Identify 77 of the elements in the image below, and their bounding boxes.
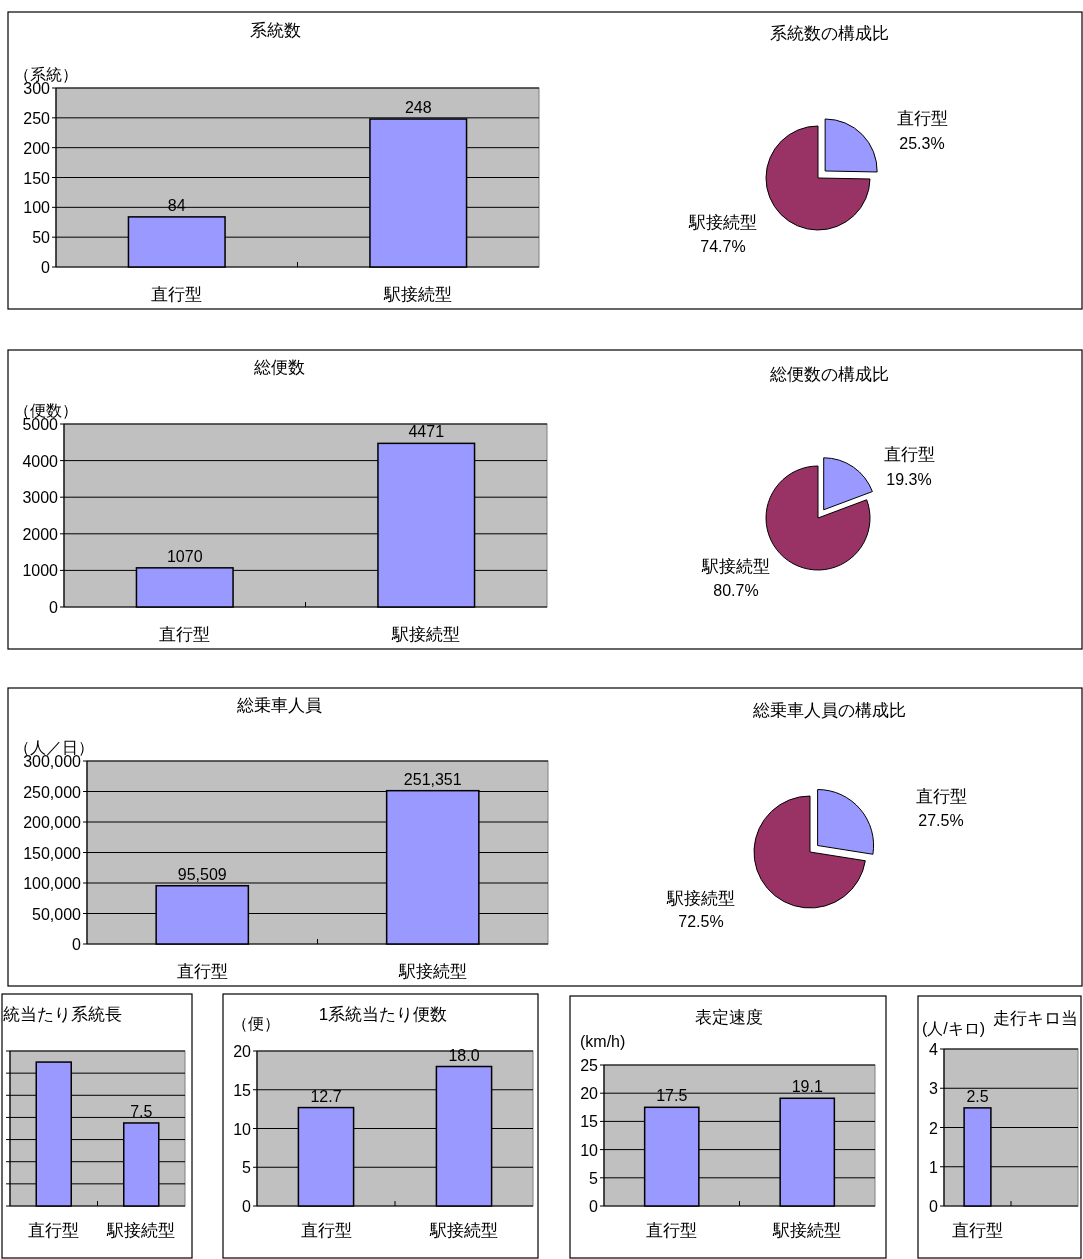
x-tick-label: 駅接続型: [772, 1221, 842, 1240]
chart-title: 走行キロ当: [993, 1009, 1078, 1028]
data-label: 2.5: [966, 1087, 989, 1105]
y-tick-label: 1: [929, 1158, 939, 1176]
y-tick-label: 250,000: [23, 783, 82, 801]
data-label: 12.7: [310, 1087, 342, 1105]
y-tick-label: 0: [41, 259, 51, 276]
y-tick-label: 200,000: [23, 814, 82, 831]
slice-label: 直行型: [896, 109, 948, 128]
y-tick-label: 200: [23, 139, 51, 157]
chart-title: 総乗車人員の構成比: [751, 701, 906, 720]
data-label: 4471: [408, 423, 445, 441]
data-label: 251,351: [403, 770, 462, 788]
y-tick-label: 3000: [22, 489, 59, 507]
y-tick-label: 2: [929, 1119, 939, 1137]
data-label: 19.3%: [886, 471, 932, 488]
x-tick-label: 駅接続型: [429, 1221, 498, 1240]
data-label: 248: [404, 99, 432, 117]
y-tick-label: 20: [233, 1043, 252, 1060]
y-tick-label: 1000: [22, 562, 59, 580]
x-tick-label: 直行型: [646, 1221, 698, 1240]
y-tick-label: 15: [580, 1113, 599, 1131]
data-label: 95,509: [177, 865, 227, 883]
y-axis-title: （系統）: [14, 66, 78, 83]
chart-title: 表定速度: [695, 1008, 763, 1027]
y-axis-title: （人／日）: [14, 739, 94, 756]
slice-label: 駅接続型: [666, 889, 735, 908]
chart-title: 統当たり系統長: [2, 1005, 122, 1024]
chart-title: 系統数の構成比: [769, 24, 889, 43]
y-tick-label: 10: [233, 1120, 252, 1138]
y-axis-title: （便）: [232, 1015, 280, 1032]
y-tick-label: 10: [580, 1141, 599, 1159]
y-tick-label: 3: [929, 1080, 939, 1098]
y-axis-title: (km/h): [580, 1033, 626, 1050]
y-tick-label: 0: [49, 599, 59, 616]
chart-title: 総便数の構成比: [768, 365, 889, 384]
y-tick-label: 0: [242, 1198, 252, 1215]
data-label: 25.3%: [899, 135, 945, 152]
x-tick-label: 直行型: [952, 1221, 1003, 1240]
y-tick-label: 25: [580, 1057, 599, 1074]
y-tick-label: 4: [929, 1041, 939, 1058]
data-label: 1070: [166, 547, 203, 565]
chart-title: 総乗車人員: [235, 696, 322, 715]
slice-label: 駅接続型: [701, 557, 770, 576]
y-tick-label: 0: [589, 1198, 599, 1215]
y-axis-title: （便数）: [14, 402, 78, 419]
y-tick-label: 5: [242, 1159, 252, 1177]
x-tick-label: 直行型: [28, 1221, 80, 1240]
y-tick-label: 20: [580, 1085, 599, 1103]
y-tick-label: 50,000: [32, 905, 82, 923]
y-axis-title: (人/キロ): [922, 1020, 986, 1037]
x-tick-label: 直行型: [300, 1221, 352, 1240]
y-tick-label: 0: [72, 936, 82, 953]
slice-label: 駅接続型: [688, 213, 757, 232]
slice-label: 直行型: [883, 445, 935, 464]
data-label: 72.5%: [678, 913, 724, 930]
data-label: 74.7%: [700, 238, 746, 255]
data-label: 80.7%: [713, 582, 759, 599]
data-label: 7.5: [130, 1102, 153, 1120]
chart-title: 系統数: [249, 21, 301, 40]
y-tick-label: 15: [233, 1081, 252, 1099]
y-tick-label: 250: [23, 109, 51, 127]
chart-title: 総便数: [252, 358, 305, 377]
y-tick-label: 150: [23, 169, 51, 187]
y-tick-label: 4000: [22, 452, 59, 470]
chart-title: 1系統当たり便数: [318, 1005, 448, 1024]
y-tick-label: 5: [589, 1169, 599, 1187]
y-tick-label: 0: [929, 1198, 939, 1215]
data-label: 19.1: [791, 1078, 823, 1096]
y-tick-label: 150,000: [23, 844, 82, 862]
y-tick-label: 100,000: [23, 875, 82, 892]
y-tick-label: 2000: [22, 525, 59, 543]
x-tick-label: 駅接続型: [106, 1221, 176, 1240]
y-tick-label: 50: [32, 229, 51, 247]
data-label: 27.5%: [918, 812, 964, 829]
slice-label: 直行型: [915, 787, 967, 806]
y-tick-label: 100: [23, 199, 51, 217]
